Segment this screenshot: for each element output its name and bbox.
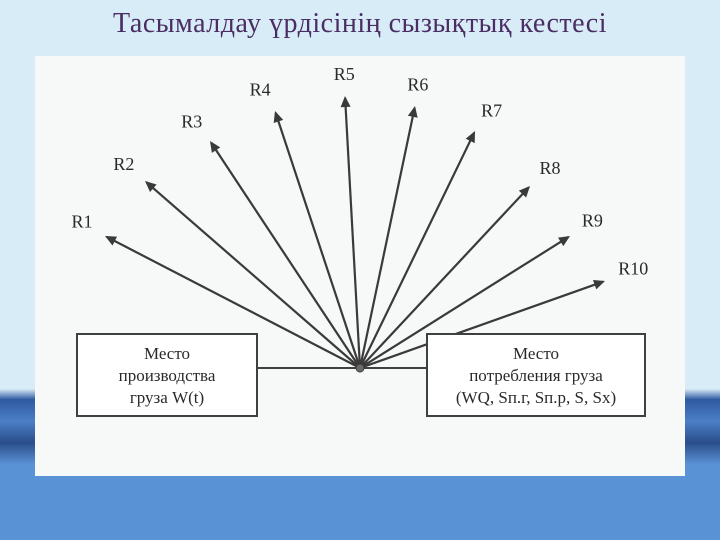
arrow-label-r8: R8	[540, 158, 561, 178]
arrowhead-r4	[274, 111, 283, 123]
arrow-label-r9: R9	[582, 211, 603, 231]
diagram-svg: R1 R2 R3 R4 R5 R6 R7 R8 R9 R10 Место производства гр…	[35, 56, 685, 476]
left-box-line-1: производства	[119, 366, 216, 385]
right-box-line-1: потребления груза	[469, 366, 603, 385]
arrow-label-r3: R3	[181, 111, 202, 131]
slide-title: Тасымалдау үрдісінің сызықтық кестесі	[0, 8, 720, 40]
arrow-label-r1: R1	[72, 212, 93, 232]
arrow-label-r4: R4	[250, 80, 271, 100]
right-box-line-0: Место	[513, 344, 559, 363]
left-box-line-2: груза W(t)	[130, 388, 204, 407]
arrowhead-r3	[210, 141, 220, 153]
arrowhead-r5	[341, 96, 351, 107]
slide: Тасымалдау үрдісінің сызықтық кестесі R1…	[0, 0, 720, 540]
arrow-label-r10: R10	[618, 258, 648, 278]
arrowhead-r9	[558, 236, 570, 246]
arrow-label-r6: R6	[407, 74, 428, 94]
left-box-line-0: Место	[144, 344, 190, 363]
arrow-label-r5: R5	[334, 64, 355, 84]
arrowhead-r6	[408, 106, 418, 118]
origin-joint	[356, 364, 364, 372]
diagram-container: R1 R2 R3 R4 R5 R6 R7 R8 R9 R10 Место производства гр…	[35, 56, 685, 476]
right-box-line-2: (WQ, Sп.г, Sп.р, S, Sх)	[456, 388, 616, 407]
arrow-r6	[360, 108, 415, 368]
arrowhead-r10	[593, 280, 605, 289]
arrow-label-r7: R7	[481, 100, 502, 120]
arrow-label-r2: R2	[113, 154, 134, 174]
